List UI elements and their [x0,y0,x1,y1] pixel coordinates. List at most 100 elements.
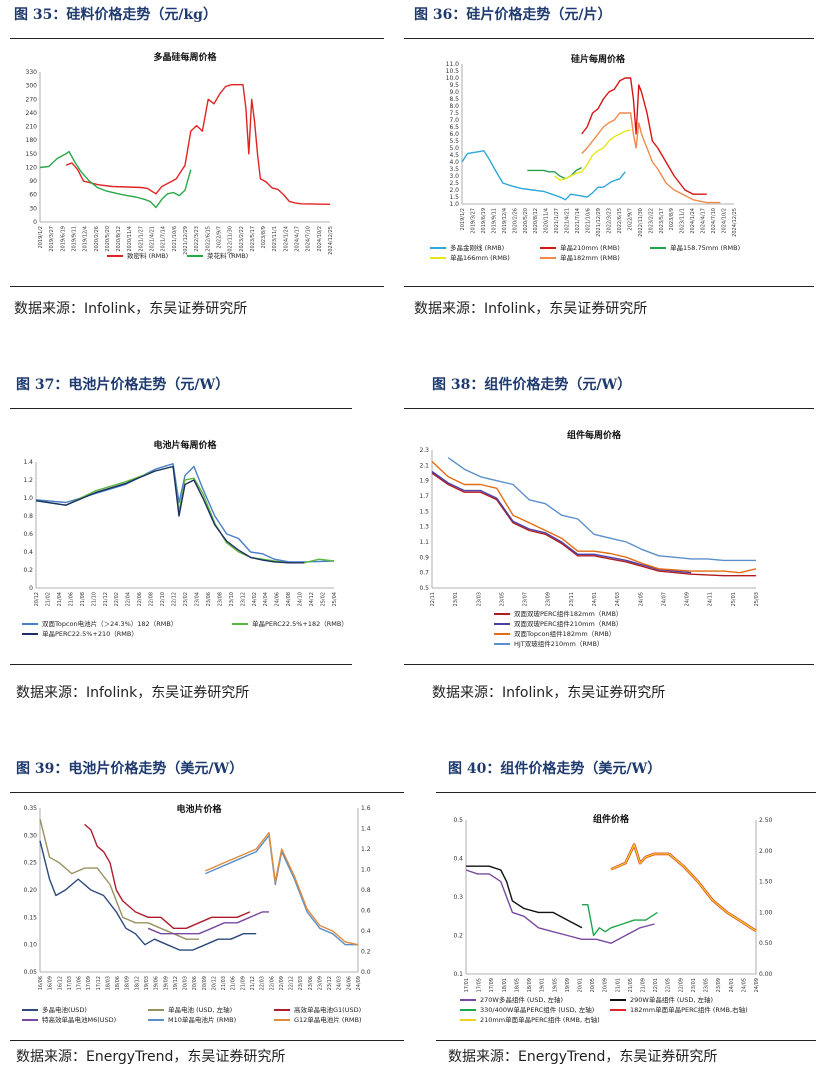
x-tick-label: 2019/3/27 [49,226,55,252]
x-tick-label: 21/06 [68,592,74,606]
y-tick-label: 300 [26,83,38,90]
x-tick-label: 23/02 [183,592,189,606]
x-tick-label: 2022/3/23 [606,208,612,234]
y-tick-label: 3.5 [449,166,459,173]
series-line-1 [431,470,692,574]
x-tick-label: 2019/1/2 [460,208,466,230]
x-tick-label: 24/09 [356,976,362,990]
y-tick-label: 0.25 [24,860,38,867]
x-tick-label: 23/09 [546,592,552,606]
figure-35-source: 数据来源：Infolink，东吴证券研究所 [14,301,248,317]
figure-35-bottom-rule [10,286,384,287]
figure-39-source: 数据来源：EnergyTrend，东吴证券研究所 [16,1049,286,1065]
series-line-2 [84,823,251,930]
x-tick-label: 2022/6/15 [617,208,623,234]
series-line-5 [205,831,359,946]
figure-39-title: 图 39：电池片价格走势（美元/W） [16,761,244,777]
y-tick-label: 2.5 [449,180,459,187]
y-tick-label: 0.5 [453,817,463,824]
series-line-0 [465,869,655,944]
x-tick-label: 22/12 [172,592,178,606]
y-tick-label: 1.1 [419,539,429,546]
figure-39-bottom-rule [10,1040,404,1041]
figure-38-source: 数据来源：Infolink，东吴证券研究所 [432,685,666,701]
x-tick-label: 23/09 [317,976,323,990]
legend-label: HJT双玻组件210mm（RMB） [514,639,603,648]
legend-label: 多晶电池(USD) [42,1005,87,1014]
x-tick-label: 2021/4/21 [150,226,156,252]
y-tick-label: 0.9 [419,554,429,561]
x-tick-label: 22/09 [678,978,684,992]
y-tick-label: 0.8 [23,513,33,520]
y-tick-label: 0.15 [24,914,38,921]
x-tick-label: 22/09 [279,976,285,990]
y-tick-label: 0.2 [453,933,463,940]
x-tick-label: 2023/2/22 [648,208,654,234]
x-tick-label: 19/03 [144,976,150,990]
x-tick-label: 24/06 [275,592,281,606]
x-tick-label: 24/07 [661,592,667,606]
x-tick-label: 18/12 [134,976,140,990]
x-tick-label: 24/04 [263,592,269,606]
x-tick-label: 25/01 [731,592,737,606]
x-tick-label: 21/12 [250,976,256,990]
y-tick-label: 0 [33,219,37,226]
x-tick-label: 21/08 [80,592,86,606]
figure-40-chart: 组件价格 0.1 0.2 0.3 0.4 0.5 0.00 0.50 1.00 1.50 2.00 2… [453,813,773,1024]
x-tick-label: 2024/12/25 [328,226,334,255]
x-tick-label: 2022/3/23 [194,226,200,252]
y2-tick-label: 2.50 [759,817,773,824]
y2-tick-label: 0.2 [361,949,371,956]
y-tick-label: 210 [26,124,38,131]
x-tick-label: 21/06 [231,976,237,990]
x-tick-label: 17/09 [489,978,495,992]
x-tick-label: 2019/6/19 [60,226,66,252]
series-line-2 [431,460,757,574]
x-tick-label: 2021/1/27 [554,208,560,234]
x-tick-label: 2020/5/20 [105,226,111,252]
legend-label: 双面双玻PERC组件182mm（RMB） [514,609,622,618]
legend-label: G12单晶电池片 (RMB) [294,1015,362,1024]
figure-35-top-rule [10,38,384,39]
y-tick-label: 4.5 [449,152,459,159]
figure-37-chart: 电池片每周价格 0 0.2 0.4 0.6 0.8 1.0 1.2 1.4 20/12 21/02 2… [22,439,348,638]
x-tick-label: 24/03 [337,976,343,990]
y-tick-label: 1.2 [23,477,33,484]
x-tick-label: 2024/7/10 [306,226,312,252]
legend-label: 单晶158.75mm (RMB) [670,243,740,252]
legend-label: 单晶210mm (RMB) [560,243,620,252]
x-tick-label: 22/06 [137,592,143,606]
x-tick-label: 2019/12/4 [83,226,89,252]
y2-tick-label: 0.6 [361,908,371,915]
x-tick-label: 22/05 [666,978,672,992]
y-tick-label: 1.9 [419,478,429,485]
x-tick-label: 2023/8/9 [261,226,267,248]
legend-label: 单晶PERC22.5%+210（RMB） [42,629,138,638]
y-tick-label: 0.4 [23,549,33,556]
x-tick-label: 2019/3/27 [470,208,476,234]
x-tick-label: 17/06 [77,976,83,990]
x-tick-label: 2022/9/7 [216,226,222,248]
x-tick-label: 2022/11/30 [638,208,644,237]
x-tick-label: 2023/5/17 [250,226,256,252]
figure-40-bottom-rule [436,1040,816,1041]
x-tick-label: 2021/7/14 [161,226,167,252]
x-tick-label: 21/12 [103,592,109,606]
x-tick-label: 21/09 [240,976,246,990]
x-tick-label: 16/09 [48,976,54,990]
y-tick-label: 1.5 [419,508,429,515]
x-tick-label: 2023/2/22 [239,226,245,252]
figure-39-top-rule [10,792,404,793]
x-tick-label: 2024/4/17 [701,208,707,234]
series-line-0 [39,840,257,951]
figure-39-chart: 电池片价格 0.05 0.10 0.15 0.20 0.25 0.30 0.35 0.0 0.2 0… [22,803,371,1024]
y-tick-label: 120 [26,164,38,171]
y-tick-label: 0.3 [453,894,463,901]
series-line-1 [39,150,192,209]
x-tick-label: 2021/7/14 [575,208,581,234]
chart-title: 组件价格 [593,813,630,825]
y-tick-label: 0.5 [419,585,429,592]
x-tick-label: 19/09 [163,976,169,990]
y-tick-label: 2.0 [449,187,459,194]
legend-label: 182mm单面单晶PERC组件 (RMB,右轴) [630,1005,748,1014]
